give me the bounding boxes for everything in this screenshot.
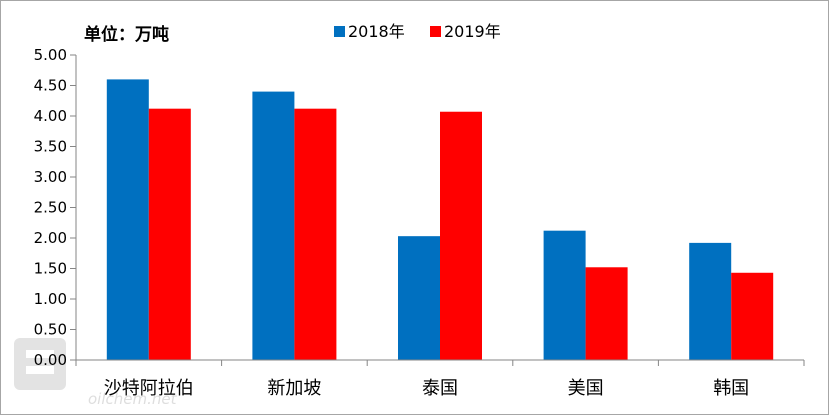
bar-2019年-泰国	[440, 111, 482, 360]
x-axis: 沙特阿拉伯 新加坡 泰国 美国 韩国	[75, 359, 805, 399]
legend-label: 2018年	[348, 22, 405, 41]
y-tick-label: 3.00	[34, 168, 67, 186]
bar-2018年-沙特阿拉伯	[106, 79, 149, 361]
x-category-label: 新加坡	[267, 378, 321, 399]
y-tick-label: 5.00	[34, 46, 67, 64]
x-category-label: 美国	[568, 378, 604, 399]
bar-2018年-泰国	[398, 236, 440, 360]
y-tick-label: 4.00	[34, 107, 67, 125]
y-tick-label: 0.50	[34, 321, 67, 339]
y-tick-label: 1.50	[34, 260, 67, 278]
y-tick-label: 0.00	[34, 351, 67, 369]
unit-label: 单位：万吨	[84, 24, 169, 45]
bar-2018年-新加坡	[252, 91, 295, 360]
y-tick-label: 3.50	[34, 138, 67, 156]
y-tick-label: 4.50	[34, 77, 67, 95]
y-tick-label: 1.00	[34, 290, 67, 308]
x-category-label: 泰国	[422, 378, 458, 399]
bar-2019年-新加坡	[294, 108, 337, 361]
x-category-label: 韩国	[713, 378, 749, 399]
legend-swatch	[334, 26, 345, 37]
legend-label: 2019年	[444, 22, 501, 41]
x-category-label: 沙特阿拉伯	[104, 378, 194, 399]
legend-swatch	[430, 26, 441, 37]
bar-2019年-美国	[585, 267, 628, 360]
y-tick-label: 2.50	[34, 199, 67, 217]
watermark-logo: oilchem.net	[14, 338, 178, 408]
bars	[106, 79, 774, 361]
y-tick-label: 2.00	[34, 229, 67, 247]
legend: 2018年 2019年	[334, 22, 501, 41]
bar-2019年-韩国	[731, 272, 774, 360]
bar-2019年-沙特阿拉伯	[148, 108, 191, 361]
y-axis: 0.00 0.50 1.00 1.50 2.00 2.50 3.00 3.50 4.00 4.50…	[34, 46, 77, 369]
bar-2018年-韩国	[689, 242, 732, 360]
bar-2018年-美国	[543, 230, 586, 360]
watermark-text: oilchem.net	[88, 390, 178, 408]
